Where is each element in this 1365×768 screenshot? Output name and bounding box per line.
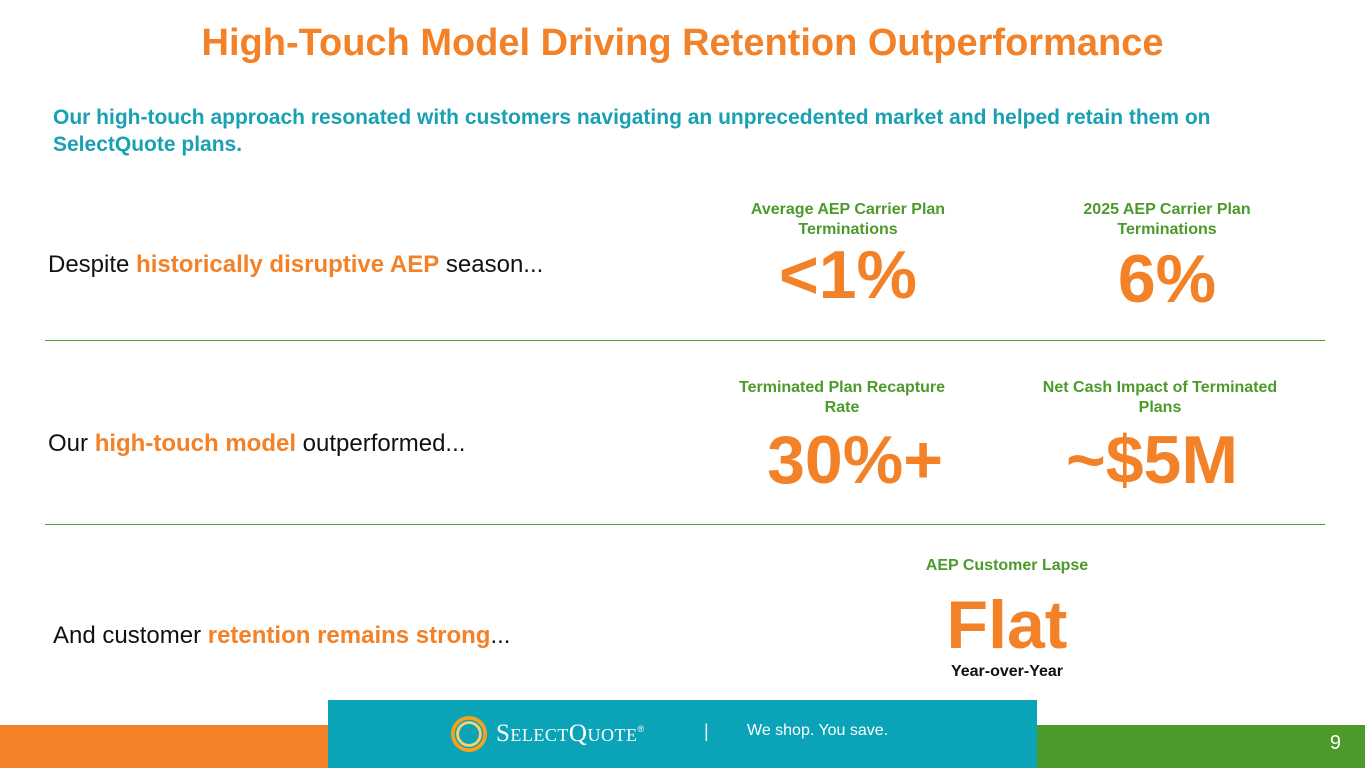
row-label-suffix: outperformed...	[296, 430, 466, 457]
slide-title: High-Touch Model Driving Retention Outpe…	[201, 22, 1164, 64]
footer-separator: |	[704, 721, 709, 741]
row-label-highlight: historically disruptive AEP	[136, 251, 440, 278]
footer-bar-left	[0, 725, 328, 768]
metric-label-recapture-rate: Terminated Plan Recapture Rate	[739, 379, 945, 416]
row-label-prefix: Despite	[48, 251, 137, 278]
metric-label-2025-terminations: 2025 AEP Carrier Plan Terminations	[1083, 201, 1251, 238]
metric-label-customer-lapse: AEP Customer Lapse	[925, 557, 1089, 574]
slide-subtitle: Our high-touch approach resonated with c…	[53, 106, 1211, 156]
brand-logo-text: SelectQuote	[496, 720, 638, 747]
metric-value-customer-lapse: Flat	[946, 587, 1068, 663]
page-number: 9	[1329, 732, 1341, 754]
metric-note-year-over-year: Year-over-Year	[950, 663, 1064, 680]
metric-label-net-cash-impact: Net Cash Impact of Terminated Plans	[1042, 379, 1278, 416]
row-label-highlight: retention remains strong	[207, 622, 491, 649]
metric-label-average-terminations: Average AEP Carrier Plan Terminations	[750, 201, 946, 238]
row-divider	[45, 340, 1325, 341]
row-label-highlight: high-touch model	[94, 430, 296, 457]
row-label-suffix: ...	[490, 622, 511, 649]
metric-value-average-terminations: <1%	[779, 237, 917, 313]
footer-tagline: We shop. You save.	[747, 722, 889, 739]
row-label-aep-season: Despite historically disruptive AEP seas…	[48, 251, 543, 279]
row-divider	[45, 524, 1325, 525]
brand-logo-trademark: ®	[637, 724, 645, 734]
brand-logo: SelectQuote ®	[450, 715, 645, 753]
metric-value-net-cash-impact: ~$5M	[1066, 422, 1238, 498]
row-label-prefix: Our	[48, 430, 95, 457]
row-label-high-touch-model: Our high-touch model outperformed...	[48, 430, 465, 458]
row-label-retention: And customer retention remains strong...	[53, 622, 510, 650]
row-label-prefix: And customer	[53, 622, 208, 649]
footer-bar-right	[1037, 725, 1365, 768]
footer-brand-panel: SelectQuote ® | We shop. You save.	[328, 700, 1037, 768]
brand-logo-icon	[450, 715, 488, 753]
metric-value-recapture-rate: 30%+	[767, 422, 943, 498]
row-label-suffix: season...	[439, 251, 544, 278]
metric-value-2025-terminations: 6%	[1117, 241, 1217, 317]
